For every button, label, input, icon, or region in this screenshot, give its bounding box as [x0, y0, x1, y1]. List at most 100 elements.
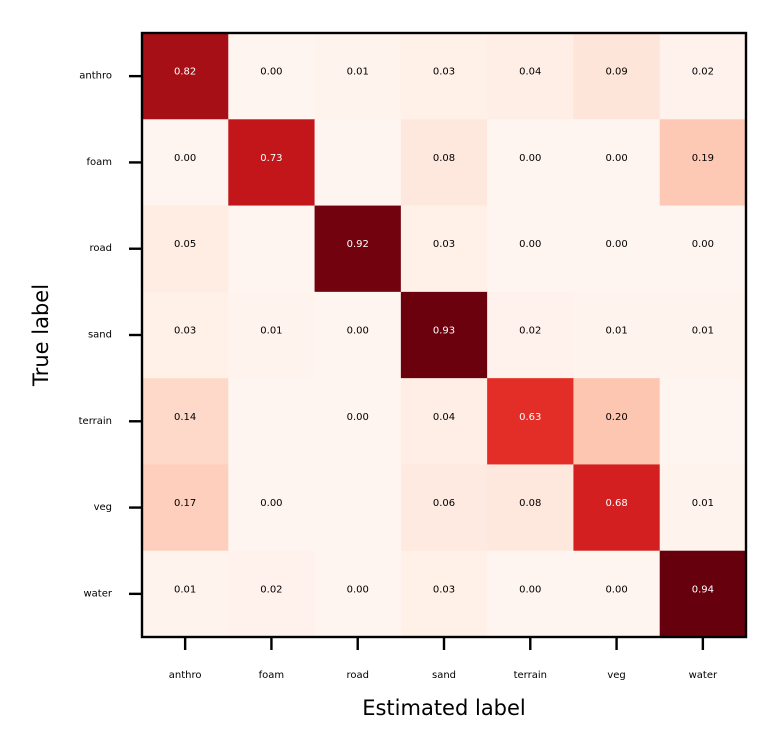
x-tick-label-veg: veg	[607, 670, 625, 681]
heatmap-cell-terrain-veg	[573, 378, 661, 465]
x-tick-label-road: road	[346, 670, 369, 681]
cell-value-label-sand-terrain: 0.02	[519, 326, 541, 337]
heatmap-cell-road-road	[314, 205, 402, 293]
heatmap-cell-veg-water	[659, 464, 747, 552]
heatmap-cell-water-sand	[400, 550, 488, 638]
cell-value-label-road-water: 0.00	[692, 239, 714, 250]
heatmap-cell-anthro-sand	[400, 33, 488, 120]
heatmap-cell-terrain-anthro	[142, 378, 229, 465]
heatmap-cell-water-foam	[228, 550, 316, 638]
x-tick-label-sand: sand	[432, 670, 456, 681]
cell-value-label-water-sand: 0.03	[433, 584, 455, 595]
heatmap-cell-sand-water	[659, 291, 747, 379]
y-axis-ticks: anthro foam road sand terrain veg water	[79, 71, 142, 599]
heatmap-cell-terrain-terrain	[487, 378, 574, 465]
heatmap-cell-sand-sand	[400, 291, 488, 379]
cell-value-label-terrain-anthro: 0.14	[174, 412, 196, 423]
heatmap-cell-veg-anthro	[142, 464, 229, 552]
heatmap-cell-anthro-foam	[228, 33, 316, 120]
cell-value-label-anthro-sand: 0.03	[433, 67, 455, 78]
cell-value-label-sand-road: 0.00	[347, 326, 369, 337]
cell-value-label-foam-foam: 0.73	[260, 153, 282, 164]
heatmap-cell-road-veg	[573, 205, 661, 293]
y-tick-label-foam: foam	[86, 157, 112, 168]
cell-value-label-anthro-veg: 0.09	[605, 67, 627, 78]
cell-value-label-anthro-foam: 0.00	[260, 67, 282, 78]
heatmap-cell-anthro-water	[659, 33, 747, 120]
heatmap-cell-terrain-water	[659, 378, 747, 465]
cell-value-label-water-anthro: 0.01	[174, 584, 196, 595]
cell-value-label-veg-veg: 0.68	[605, 498, 627, 509]
heatmap-cell-foam-road	[314, 119, 402, 207]
cell-value-label-water-foam: 0.02	[260, 584, 282, 595]
x-tick-label-terrain: terrain	[514, 670, 547, 681]
heatmap-cell-veg-road	[314, 464, 402, 552]
heatmap-cells	[142, 33, 747, 638]
cell-value-label-anthro-water: 0.02	[692, 67, 714, 78]
cell-value-label-road-terrain: 0.00	[519, 239, 541, 250]
cell-value-label-sand-foam: 0.01	[260, 326, 282, 337]
heatmap-cell-veg-veg	[573, 464, 661, 552]
heatmap-cell-foam-veg	[573, 119, 661, 207]
heatmap-cell-road-sand	[400, 205, 488, 293]
cell-value-label-water-water: 0.94	[692, 584, 714, 595]
heatmap-cell-anthro-road	[314, 33, 402, 120]
heatmap-cell-sand-foam	[228, 291, 316, 379]
cell-value-label-sand-water: 0.01	[692, 326, 714, 337]
heatmap-cell-sand-road	[314, 291, 402, 379]
cell-value-label-terrain-road: 0.00	[347, 412, 369, 423]
heatmap-cell-sand-veg	[573, 291, 661, 379]
cell-value-label-road-sand: 0.03	[433, 239, 455, 250]
cell-value-label-terrain-terrain: 0.63	[519, 412, 541, 423]
heatmap-cell-water-road	[314, 550, 402, 638]
x-tick-label-water: water	[689, 670, 718, 681]
heatmap-cell-veg-foam	[228, 464, 316, 552]
heatmap-cell-anthro-anthro	[142, 33, 229, 120]
cell-value-label-sand-sand: 0.93	[433, 326, 455, 337]
x-axis-ticks: anthro foam road sand terrain veg water	[169, 637, 718, 681]
cell-value-label-foam-water: 0.19	[692, 153, 714, 164]
x-axis-title: Estimated label	[362, 696, 526, 720]
heatmap-cell-anthro-terrain	[487, 33, 574, 120]
cell-value-label-veg-sand: 0.06	[433, 498, 455, 509]
heatmap-cell-road-foam	[228, 205, 316, 293]
heatmap-cell-foam-foam	[228, 119, 316, 207]
y-tick-label-sand: sand	[88, 330, 112, 341]
cell-value-labels: 0.82 0.00 0.01 0.03 0.04 0.09 0.02 0.00 0.73 0.08…	[174, 67, 714, 596]
y-tick-label-terrain: terrain	[79, 416, 112, 427]
cell-value-label-foam-veg: 0.00	[605, 153, 627, 164]
heatmap-cell-veg-terrain	[487, 464, 574, 552]
x-tick-label-anthro: anthro	[169, 670, 202, 681]
cell-value-label-water-veg: 0.00	[605, 584, 627, 595]
cell-value-label-terrain-sand: 0.04	[433, 412, 455, 423]
cell-value-label-sand-veg: 0.01	[605, 326, 627, 337]
heatmap-cell-road-anthro	[142, 205, 229, 293]
heatmap-cell-road-water	[659, 205, 747, 293]
cell-value-label-terrain-veg: 0.20	[605, 412, 627, 423]
heatmap-cell-terrain-road	[314, 378, 402, 465]
cell-value-label-foam-anthro: 0.00	[174, 153, 196, 164]
heatmap-cell-foam-water	[659, 119, 747, 207]
heatmap-cell-veg-sand	[400, 464, 488, 552]
heatmap-cell-sand-terrain	[487, 291, 574, 379]
heatmap-cell-road-terrain	[487, 205, 574, 293]
cell-value-label-anthro-road: 0.01	[347, 67, 369, 78]
heatmap-cell-foam-anthro	[142, 119, 229, 207]
cell-value-label-veg-anthro: 0.17	[174, 498, 196, 509]
cell-value-label-water-road: 0.00	[347, 584, 369, 595]
y-tick-label-anthro: anthro	[79, 71, 112, 82]
heatmap-cell-anthro-veg	[573, 33, 661, 120]
cell-value-label-anthro-terrain: 0.04	[519, 67, 541, 78]
y-axis-title: True label	[29, 284, 53, 387]
y-tick-label-water: water	[84, 588, 113, 599]
heatmap-cell-terrain-foam	[228, 378, 316, 465]
cell-value-label-road-veg: 0.00	[605, 239, 627, 250]
cell-value-label-road-road: 0.92	[347, 239, 369, 250]
cell-value-label-water-terrain: 0.00	[519, 584, 541, 595]
cell-value-label-foam-sand: 0.08	[433, 153, 455, 164]
x-tick-label-foam: foam	[259, 670, 285, 681]
cell-value-label-veg-foam: 0.00	[260, 498, 282, 509]
y-tick-label-road: road	[90, 243, 113, 254]
